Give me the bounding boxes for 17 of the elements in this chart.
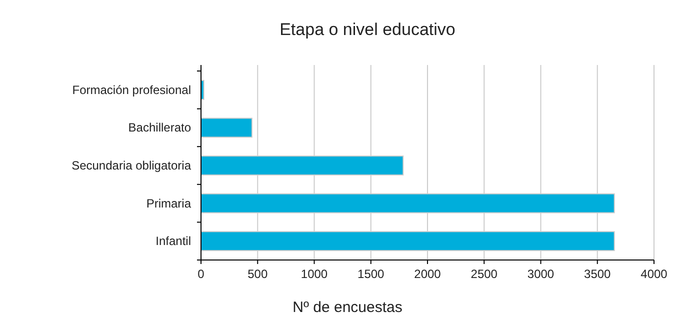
y-tick-label: Bachillerato xyxy=(128,120,192,135)
y-tick-label: Primaria xyxy=(146,196,192,210)
y-tick-label: Secundaria obligatoria xyxy=(72,158,192,172)
x-tick-label: 3000 xyxy=(527,267,554,281)
x-axis-title: Nº de encuestas xyxy=(292,299,402,316)
x-tick-label: 500 xyxy=(248,267,268,281)
y-tick-label: Infantil xyxy=(156,234,191,248)
x-tick-label: 3500 xyxy=(584,267,612,281)
x-tick-label: 2000 xyxy=(414,267,442,281)
chart-title: Etapa o nivel educativo xyxy=(280,20,456,39)
bar xyxy=(200,118,252,138)
y-tick-label: Formación profesional xyxy=(72,82,191,97)
x-tick-label: 1500 xyxy=(358,267,385,281)
x-tick-label: 2500 xyxy=(470,267,498,281)
x-tick-label: 1000 xyxy=(300,267,328,281)
x-tick-label: 0 xyxy=(198,267,205,281)
x-tick-label: 4000 xyxy=(640,267,668,281)
